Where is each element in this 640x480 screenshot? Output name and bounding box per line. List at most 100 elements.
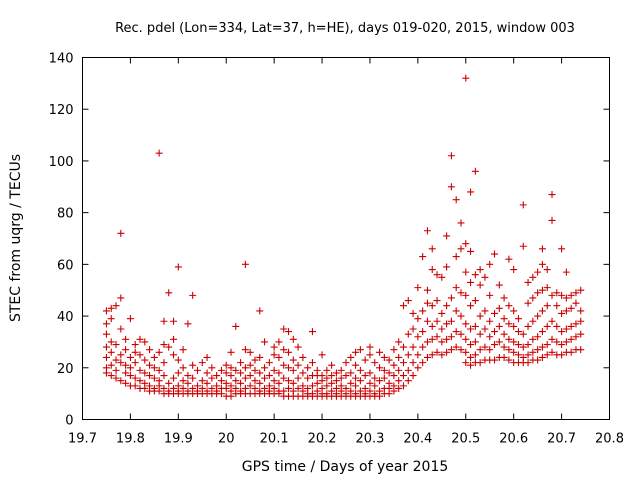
data-point [390,346,398,354]
data-point [452,196,460,204]
data-point [486,317,494,325]
data-point [562,325,570,333]
data-point [467,353,475,361]
data-point [548,348,556,356]
data-point [126,353,134,361]
data-point [447,152,455,160]
data-point [438,273,446,281]
data-point [529,317,537,325]
data-point [150,384,158,392]
data-point [500,330,508,338]
data-point [423,338,431,346]
data-point [160,317,168,325]
data-point [265,382,273,390]
data-point [313,379,321,387]
data-point [241,384,249,392]
data-point [150,353,158,361]
data-point [155,366,163,374]
data-point [567,348,575,356]
data-point [294,374,302,382]
data-point [251,356,259,364]
data-point [524,278,532,286]
data-point [519,343,527,351]
data-point [213,382,221,390]
data-point [577,307,585,315]
data-point [495,304,503,312]
data-point [423,299,431,307]
data-point [399,302,407,310]
data-point [265,372,273,380]
data-point [323,382,331,390]
x-tick-label: 20.7 [547,432,576,447]
data-point [112,366,120,374]
data-point [538,245,546,253]
data-point [524,322,532,330]
data-point [136,366,144,374]
x-tick-label: 20.8 [595,432,624,447]
data-point [102,343,110,351]
data-point [136,351,144,359]
data-point [332,369,340,377]
data-point [467,361,475,369]
data-point [294,384,302,392]
data-point [256,379,264,387]
data-point [280,346,288,354]
data-point [150,374,158,382]
data-point [256,387,264,395]
data-point [443,335,451,343]
data-point [447,317,455,325]
data-point [285,364,293,372]
data-point [256,353,264,361]
data-point [428,351,436,359]
data-point [414,315,422,323]
y-axis: 0 20 40 60 80 100 120 140 [49,52,610,429]
data-point [452,307,460,315]
data-point [308,359,316,367]
data-point [222,361,230,369]
data-point [371,374,379,382]
data-point [476,359,484,367]
data-point [486,346,494,354]
data-point [102,364,110,372]
data-point [275,379,283,387]
data-point [347,369,355,377]
data-point [577,317,585,325]
data-point [131,348,139,356]
data-point [371,359,379,367]
x-tick-label: 20.3 [355,432,384,447]
data-point [471,338,479,346]
data-point [395,377,403,385]
x-tick-label: 20.6 [499,432,528,447]
data-point [323,374,331,382]
data-point [380,374,388,382]
y-tick-label: 40 [57,310,74,325]
data-point [179,377,187,385]
data-point [505,346,513,354]
data-point [232,322,240,330]
data-point [246,361,254,369]
data-point [543,302,551,310]
x-tick-label: 20.2 [308,432,337,447]
data-point [481,343,489,351]
data-point [227,348,235,356]
data-point [452,328,460,336]
data-point [126,372,134,380]
data-point [404,366,412,374]
data-point [447,346,455,354]
data-point [395,353,403,361]
data-point [347,387,355,395]
data-point [395,338,403,346]
chart-title: Rec. pdel (Lon=334, Lat=37, h=HE), days … [115,21,575,36]
data-point [543,266,551,274]
data-point [376,348,384,356]
data-point [275,338,283,346]
data-point [481,273,489,281]
data-point [366,351,374,359]
data-point [189,291,197,299]
data-point [102,353,110,361]
data-point [146,361,154,369]
data-point [146,372,154,380]
data-point [471,351,479,359]
data-point [538,353,546,361]
data-point [347,379,355,387]
